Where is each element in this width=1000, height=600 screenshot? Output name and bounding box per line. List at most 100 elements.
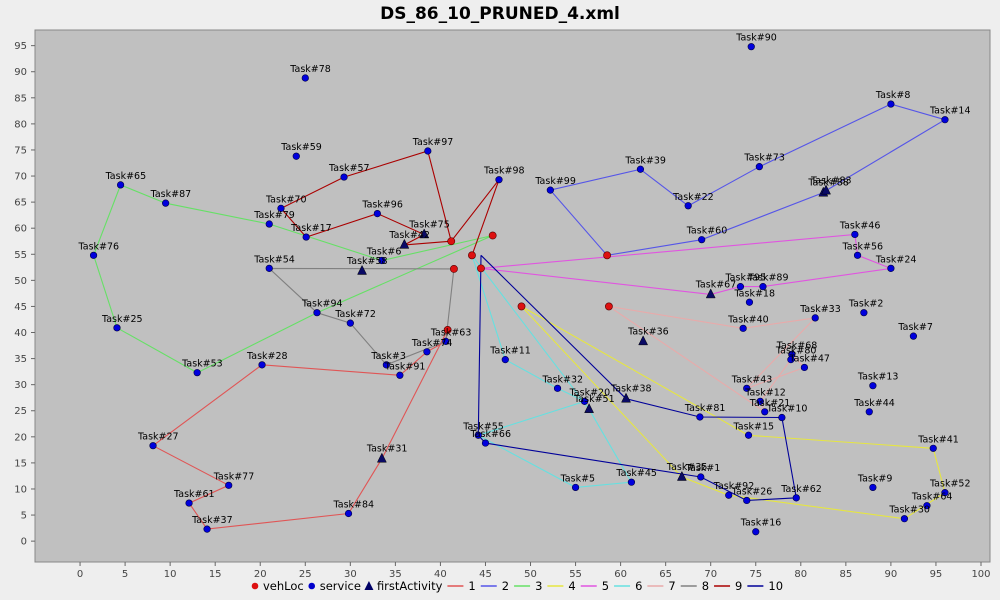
task-label: Task#92 <box>713 481 755 492</box>
y-tick-label: 5 <box>21 511 27 522</box>
service-point <box>684 202 692 210</box>
task-label: Task#43 <box>731 374 773 385</box>
legend-label: 5 <box>602 579 609 593</box>
x-tick-label: 15 <box>209 569 222 580</box>
task-label: Task#79 <box>253 210 295 221</box>
y-tick-label: 35 <box>14 354 27 365</box>
task-label: Task#2 <box>848 299 884 310</box>
service-point <box>344 509 353 518</box>
vehicle-location <box>477 264 485 273</box>
service-point <box>778 413 786 422</box>
task-labels-layer: Task#1 Task#2 Task#3 Task#5 Task#6 Task#7 Task… <box>78 33 971 529</box>
task-label: Task#89 <box>747 273 789 284</box>
service-point <box>743 496 751 505</box>
service-point <box>571 483 580 492</box>
task-label: Task#53 <box>181 359 223 370</box>
task-label: Task#94 <box>301 299 343 310</box>
service-point <box>909 332 918 340</box>
task-label: Task#18 <box>733 288 775 299</box>
task-label: Task#27 <box>137 432 179 443</box>
task-label: Task#99 <box>534 176 576 187</box>
task-label: Task#88 <box>807 178 849 189</box>
service-point <box>442 337 450 345</box>
x-tick-label: 30 <box>344 569 357 580</box>
legend-dot <box>251 582 259 590</box>
service-point <box>162 199 170 207</box>
task-label: Task#9 <box>857 473 893 484</box>
y-tick-label: 80 <box>14 119 27 130</box>
service-point <box>424 147 432 155</box>
first-activity-marker <box>621 392 631 403</box>
x-tick-label: 50 <box>524 569 537 580</box>
task-label: Task#37 <box>191 515 233 526</box>
service-point <box>752 528 760 536</box>
route-10-line <box>477 254 797 502</box>
service-point <box>869 382 877 390</box>
legend-label: 9 <box>735 579 742 593</box>
service-point <box>929 444 937 452</box>
legend-label: 6 <box>635 579 642 593</box>
legend-dot <box>308 582 316 590</box>
legend: vehLoc service firstActivity 1 2 3 4 5 6 7 8 9 10 <box>251 579 783 593</box>
task-label: Task#76 <box>78 241 120 252</box>
route-3-line <box>93 184 493 374</box>
first-activity-marker <box>399 238 410 249</box>
task-label: Task#41 <box>917 434 959 445</box>
service-point <box>941 116 949 124</box>
vehicle-location <box>488 231 497 240</box>
task-label: Task#70 <box>265 194 307 205</box>
task-label: Task#72 <box>334 309 376 320</box>
legend-label: firstActivity <box>377 579 443 593</box>
task-label: Task#51 <box>573 394 615 405</box>
service-point <box>116 181 125 189</box>
task-label: Task#60 <box>686 226 728 237</box>
service-point <box>761 408 769 416</box>
service-point <box>553 384 562 392</box>
x-tick-label: 75 <box>749 569 762 580</box>
legend-item: 3 <box>514 579 542 593</box>
service-point <box>373 209 381 218</box>
vehicle-location <box>605 302 613 311</box>
legend-label: 8 <box>702 579 709 593</box>
axes: 0 5 10 15 20 25 30 35 40 45 50 55 60 65 70 75 80 85 90 95 10… <box>14 41 990 580</box>
y-tick-label: 50 <box>14 276 27 287</box>
legend-item: 9 <box>714 579 742 593</box>
legend-label: service <box>320 579 361 593</box>
legend-item: 6 <box>614 579 642 593</box>
task-label: Task#75 <box>408 219 450 230</box>
y-tick-label: 60 <box>14 224 27 235</box>
first-activity-marker <box>705 288 716 299</box>
service-point <box>887 264 895 272</box>
task-label: Task#25 <box>101 314 143 325</box>
task-label: Task#13 <box>857 372 899 383</box>
x-tick-label: 80 <box>794 569 807 580</box>
task-label: Task#33 <box>799 304 841 315</box>
y-tick-label: 30 <box>14 380 27 391</box>
service-point <box>792 494 800 502</box>
task-label: Task#59 <box>280 142 322 153</box>
service-point <box>869 483 877 492</box>
task-label: Task#15 <box>733 421 775 432</box>
service-point <box>203 525 211 533</box>
vehicle-location <box>443 326 452 334</box>
y-tick-label: 85 <box>14 93 27 104</box>
task-label: Task#6 <box>366 247 402 258</box>
service-point <box>900 515 909 523</box>
task-label: Task#52 <box>929 479 971 490</box>
legend-item: 7 <box>647 579 676 593</box>
task-label: Task#36 <box>627 326 669 337</box>
service-point <box>481 439 490 447</box>
x-tick-label: 85 <box>839 569 852 580</box>
task-label: Task#46 <box>839 220 881 231</box>
service-point <box>346 319 354 327</box>
service-point <box>887 100 895 108</box>
first-activity-marker <box>676 470 687 481</box>
y-tick-label: 40 <box>14 328 27 339</box>
x-tick-label: 10 <box>164 569 177 580</box>
x-tick-label: 70 <box>704 569 717 580</box>
chart-title: DS_86_10_PRUNED_4.xml <box>380 4 620 24</box>
task-label: Task#31 <box>366 444 408 455</box>
service-point <box>755 163 763 171</box>
task-label: Task#56 <box>842 241 884 252</box>
